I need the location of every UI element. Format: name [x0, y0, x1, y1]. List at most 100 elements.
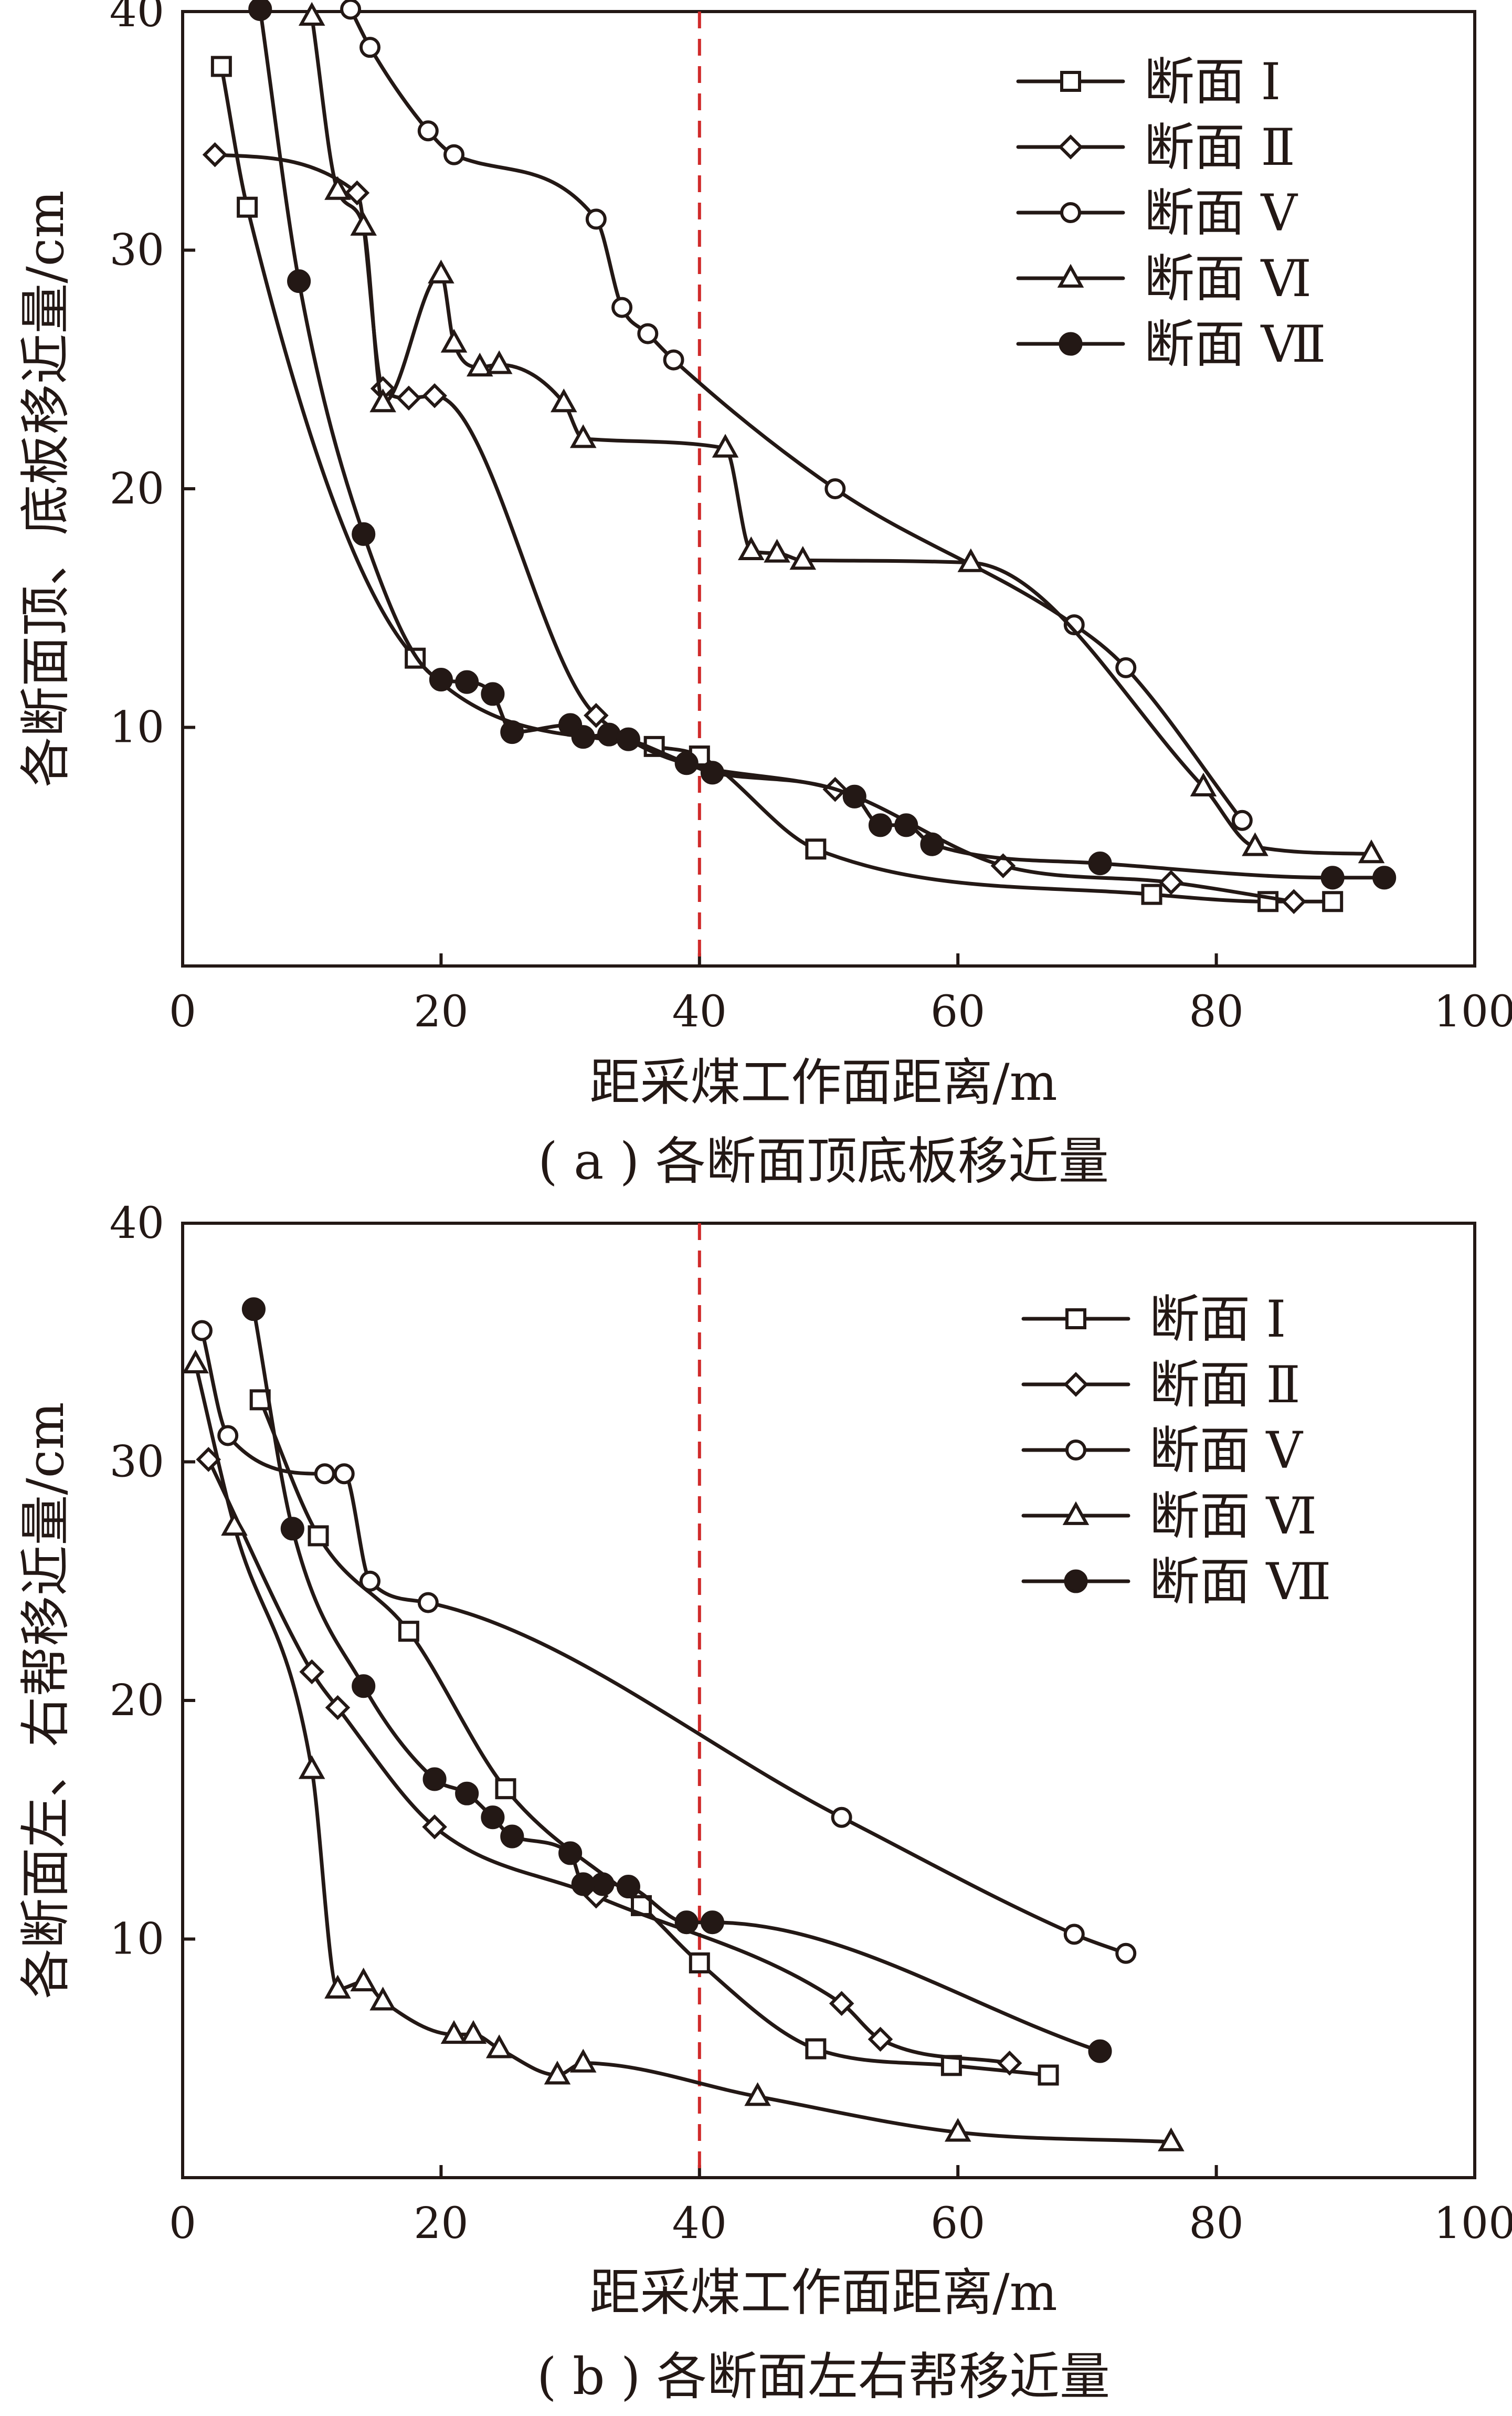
- data-point: [182, 1349, 209, 1374]
- legend-marker: [1058, 134, 1083, 160]
- series-line: [258, 1398, 1050, 2077]
- data-point: [460, 2020, 487, 2044]
- data-point: [1372, 866, 1397, 890]
- data-point: [1358, 839, 1385, 864]
- data-point: [417, 1592, 439, 1613]
- data-point: [997, 2051, 1022, 2076]
- legend: 断面 Ⅰ 断面 Ⅱ 断面 Ⅴ 断面 Ⅵ 断面 Ⅶ: [1016, 52, 1326, 374]
- y-tick-label: 10: [110, 1915, 164, 1965]
- data-point: [831, 1806, 852, 1828]
- legend-label: 断面 Ⅵ: [1144, 249, 1312, 308]
- data-point: [569, 424, 597, 448]
- data-point: [428, 259, 454, 283]
- data-point: [558, 1841, 583, 1865]
- x-tick-label: 0: [169, 2199, 196, 2249]
- data-point: [829, 1991, 854, 2016]
- data-point: [440, 2020, 468, 2044]
- data-point: [422, 1767, 447, 1791]
- data-point: [637, 323, 659, 344]
- data-point: [571, 725, 595, 749]
- y-tick-label: 40: [110, 1199, 164, 1248]
- data-point: [340, 0, 362, 20]
- data-point: [443, 144, 465, 165]
- legend-marker: [1064, 1569, 1088, 1593]
- data-point: [616, 727, 640, 751]
- legend-marker: [1060, 71, 1081, 92]
- legend-marker: [1065, 1308, 1086, 1329]
- legend-marker: [1062, 1501, 1090, 1525]
- data-point: [1281, 889, 1307, 915]
- data-point: [611, 297, 633, 318]
- x-axis-label: 距采煤工作面距离/m: [589, 1053, 1057, 1112]
- data-point: [944, 2118, 971, 2142]
- data-point: [737, 536, 765, 561]
- data-point: [1231, 810, 1253, 831]
- data-point: [957, 548, 985, 572]
- legend-label: 断面 Ⅶ: [1149, 1552, 1331, 1611]
- data-point: [1322, 891, 1344, 912]
- data-point: [210, 56, 232, 77]
- data-point: [298, 1755, 325, 1779]
- data-point: [422, 1814, 447, 1840]
- x-tick-label: 100: [1434, 987, 1512, 1037]
- data-point: [590, 1872, 615, 1896]
- legend-label: 断面 Ⅱ: [1149, 1356, 1300, 1414]
- legend-label: 断面 Ⅴ: [1149, 1421, 1304, 1480]
- legend-label: 断面 Ⅱ: [1144, 118, 1295, 177]
- y-tick-label: 10: [110, 703, 164, 753]
- x-axis-label: 距采煤工作面距离/m: [589, 2263, 1057, 2322]
- data-point: [700, 1910, 724, 1935]
- data-point: [324, 176, 351, 200]
- x-tick-label: 60: [931, 987, 985, 1037]
- legend-marker: [1063, 1372, 1088, 1397]
- data-point: [485, 350, 513, 374]
- data-point: [674, 1910, 699, 1935]
- legend-label: 断面 Ⅰ: [1149, 1290, 1286, 1349]
- data-point: [544, 2061, 571, 2085]
- data-point: [550, 388, 577, 413]
- data-point: [350, 1967, 377, 1992]
- legend-marker: [1065, 1440, 1086, 1461]
- data-point: [466, 352, 493, 377]
- series-line: [219, 65, 1335, 904]
- data-point: [308, 1525, 329, 1547]
- data-point: [597, 722, 621, 747]
- data-point: [569, 2049, 597, 2073]
- data-point: [280, 1517, 304, 1541]
- data-point: [298, 2, 325, 26]
- data-point: [369, 1987, 396, 2011]
- data-point: [689, 1952, 710, 1973]
- data-point: [674, 751, 699, 775]
- data-point: [1158, 2127, 1185, 2151]
- series-line: [200, 1329, 1128, 1956]
- data-point: [417, 120, 439, 142]
- data-point: [481, 1805, 505, 1830]
- data-point: [396, 385, 421, 411]
- data-point: [352, 1674, 376, 1698]
- chart-caption: ( b ) 各断面左右帮移近量: [537, 2347, 1110, 2406]
- data-point: [455, 670, 479, 694]
- data-point: [1320, 866, 1345, 890]
- data-point: [1115, 1942, 1137, 1964]
- data-point: [241, 1297, 266, 1321]
- data-point: [248, 0, 272, 21]
- data-point: [585, 208, 607, 230]
- data-point: [1038, 2064, 1059, 2086]
- data-point: [1242, 832, 1268, 856]
- series-1: [210, 56, 1344, 912]
- data-point: [868, 2026, 893, 2052]
- series-1: [249, 1389, 1059, 2086]
- data-point: [744, 2082, 771, 2106]
- data-point: [1115, 657, 1137, 678]
- data-point: [500, 1824, 524, 1848]
- y-tick-label: 20: [110, 1676, 164, 1726]
- x-tick-label: 80: [1189, 987, 1243, 1037]
- data-point: [616, 1874, 640, 1899]
- data-point: [805, 2038, 827, 2060]
- legend-marker: [1057, 264, 1084, 288]
- data-point: [217, 1425, 239, 1446]
- data-point: [455, 1781, 479, 1805]
- data-point: [333, 1463, 355, 1485]
- y-tick-label: 20: [110, 464, 164, 514]
